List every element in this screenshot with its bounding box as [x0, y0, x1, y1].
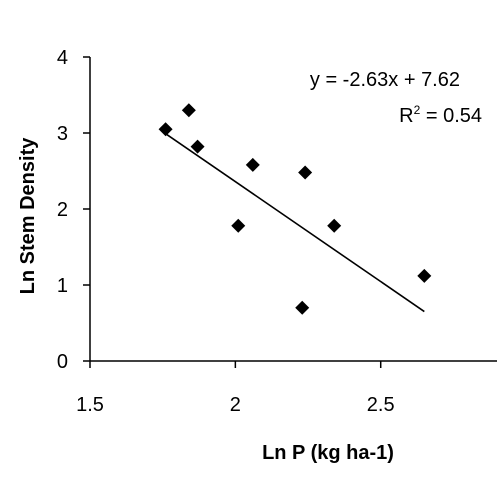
r-squared-prefix: R	[399, 105, 413, 127]
data-point	[231, 218, 246, 233]
x-axis-title: Ln P (kg ha-1)	[262, 442, 394, 464]
x-tick-label: 2.5	[367, 394, 395, 416]
y-axis-title: Ln Stem Density	[17, 137, 39, 295]
r-squared-exponent: 2	[414, 103, 421, 117]
data-point	[417, 268, 432, 283]
data-point	[181, 103, 196, 118]
data-point	[245, 157, 260, 172]
data-point	[298, 165, 313, 180]
y-tick-label: 1	[57, 275, 68, 297]
regression-equation: y = -2.63x + 7.62	[310, 69, 460, 91]
ticks: 0 1 2 3 4 1.5 2 2.5	[57, 47, 395, 416]
data-point	[190, 139, 205, 154]
y-tick-label: 2	[57, 199, 68, 221]
y-tick-label: 0	[57, 351, 68, 373]
x-tick-label: 1.5	[76, 394, 104, 416]
data-point	[158, 122, 173, 137]
r-squared-label: R2 = 0.54	[399, 103, 482, 127]
trendline	[165, 133, 425, 313]
data-points	[158, 103, 432, 315]
data-point	[295, 300, 310, 315]
y-tick-label: 4	[57, 47, 68, 69]
data-point	[327, 218, 342, 233]
y-tick-label: 3	[57, 123, 68, 145]
r-squared-value: = 0.54	[420, 105, 482, 127]
x-tick-label: 2	[230, 394, 241, 416]
trendline-group	[165, 133, 425, 313]
axes	[89, 57, 497, 362]
